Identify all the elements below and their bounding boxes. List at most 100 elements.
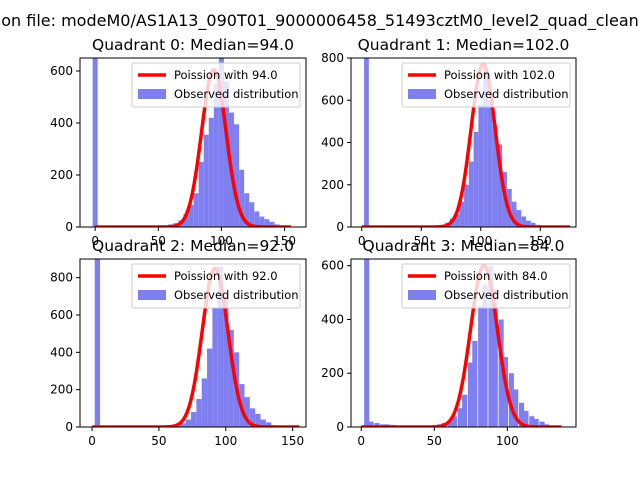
histogram-bar bbox=[207, 348, 213, 427]
subplot-title: Quadrant 3: Median=84.0 bbox=[363, 237, 565, 255]
histogram-bar bbox=[185, 419, 191, 427]
histogram-bar bbox=[249, 202, 255, 227]
y-tick-label: 800 bbox=[50, 271, 73, 285]
x-tick-label: 50 bbox=[151, 434, 166, 448]
histogram-bar bbox=[447, 420, 453, 427]
axes-frame bbox=[350, 258, 577, 428]
x-tick-label: 50 bbox=[414, 234, 429, 248]
x-tick-label: 50 bbox=[151, 234, 166, 248]
histogram-bar bbox=[464, 184, 469, 227]
y-tick-label: 0 bbox=[336, 420, 344, 434]
histogram-bar bbox=[526, 220, 531, 227]
histogram-bar bbox=[223, 81, 229, 227]
histogram-bar bbox=[364, 259, 370, 427]
histogram-bar bbox=[478, 306, 484, 427]
histogram-bar bbox=[454, 214, 460, 227]
histogram-bar bbox=[244, 397, 250, 427]
histogram-bar bbox=[264, 219, 270, 227]
histogram-bar bbox=[364, 58, 369, 227]
legend-label-fit: Poission with 102.0 bbox=[444, 68, 555, 82]
subplot-title: Quadrant 1: Median=102.0 bbox=[358, 36, 570, 54]
histogram-bar bbox=[472, 340, 478, 427]
histogram-bar bbox=[462, 394, 468, 427]
x-tick-label: 0 bbox=[357, 434, 365, 448]
histogram-bar bbox=[374, 422, 380, 427]
quadrant-1-axes: 0 50 100 150 0 200 400 600 800 Quadrant 1: Median… bbox=[321, 36, 577, 248]
histogram-bar bbox=[228, 329, 234, 427]
y-tick-label: 200 bbox=[321, 366, 344, 380]
histogram-bar bbox=[203, 134, 209, 227]
histogram-bar bbox=[244, 193, 250, 227]
histogram-bar bbox=[201, 378, 208, 427]
histogram-bar bbox=[180, 423, 186, 427]
histogram-bar bbox=[265, 422, 272, 427]
legend-box bbox=[131, 62, 301, 108]
histogram-bar bbox=[260, 419, 266, 427]
histogram-bar bbox=[217, 266, 224, 427]
histogram-bar bbox=[529, 416, 535, 427]
histogram-bar bbox=[451, 416, 457, 427]
histogram-bar bbox=[457, 408, 463, 427]
histogram-bar bbox=[190, 412, 197, 427]
legend-label-fit: Poission with 94.0 bbox=[174, 68, 278, 82]
histogram-bar bbox=[94, 259, 101, 427]
histogram-bar bbox=[183, 214, 189, 227]
x-tick-label: 50 bbox=[427, 434, 442, 448]
histogram-bar bbox=[487, 100, 493, 227]
histogram-bar bbox=[483, 66, 488, 227]
histogram-bar bbox=[239, 169, 245, 227]
histogram-bar bbox=[188, 204, 194, 227]
x-tick-label: 100 bbox=[496, 434, 519, 448]
histogram-bar bbox=[212, 307, 218, 427]
subplot-title: Quadrant 2: Median=92.0 bbox=[92, 237, 294, 255]
histogram-bar bbox=[467, 362, 473, 427]
legend-label-fit: Poission with 84.0 bbox=[444, 269, 548, 283]
histogram-bar bbox=[254, 211, 260, 227]
x-tick-label: 0 bbox=[88, 434, 96, 448]
histogram-bar bbox=[508, 373, 514, 427]
quadrant-3-plot-area bbox=[360, 259, 563, 427]
histogram-bar bbox=[497, 144, 503, 227]
legend-label-observed: Observed distribution bbox=[174, 87, 299, 101]
y-tick-label: 0 bbox=[65, 220, 73, 234]
histogram-bar bbox=[519, 402, 525, 427]
y-tick-label: 400 bbox=[50, 116, 73, 130]
y-tick-label: 600 bbox=[50, 64, 73, 78]
legend-label-observed: Observed distribution bbox=[444, 87, 569, 101]
histogram-bar bbox=[473, 131, 479, 227]
histogram-bar bbox=[368, 421, 374, 427]
histogram-bar bbox=[492, 289, 498, 427]
legend-label-observed: Observed distribution bbox=[174, 288, 299, 302]
legend-hist-swatch bbox=[408, 290, 436, 300]
legend: Poission with 92.0 Observed distribution bbox=[131, 263, 301, 309]
histogram-bar bbox=[459, 201, 465, 227]
histogram-bar bbox=[255, 413, 261, 427]
histogram-bar bbox=[468, 161, 474, 227]
x-tick-label: 100 bbox=[210, 234, 233, 248]
y-tick-label: 200 bbox=[321, 178, 344, 192]
histogram-bar bbox=[513, 389, 519, 427]
histogram-bar bbox=[498, 319, 504, 427]
y-tick-label: 600 bbox=[50, 308, 73, 322]
x-tick-label: 150 bbox=[281, 434, 304, 448]
histogram-bar bbox=[516, 210, 522, 227]
histogram-bar bbox=[488, 265, 494, 427]
legend-hist-swatch bbox=[138, 290, 166, 300]
legend-label-observed: Observed distribution bbox=[444, 288, 569, 302]
histogram-bar bbox=[482, 284, 488, 427]
histogram-bar bbox=[196, 399, 202, 427]
legend: Poission with 84.0 Observed distribution bbox=[401, 263, 571, 309]
histogram-bar bbox=[208, 117, 214, 227]
histogram-bar bbox=[523, 410, 529, 427]
y-tick-label: 600 bbox=[321, 259, 344, 273]
legend-hist-swatch bbox=[408, 89, 436, 99]
histogram-bar bbox=[492, 125, 498, 227]
x-tick-label: 0 bbox=[91, 234, 99, 248]
histogram-bar bbox=[218, 58, 224, 227]
x-tick-label: 150 bbox=[273, 234, 296, 248]
poisson-fit-line bbox=[360, 263, 563, 427]
legend-hist-swatch bbox=[138, 89, 166, 99]
y-tick-label: 400 bbox=[50, 345, 73, 359]
